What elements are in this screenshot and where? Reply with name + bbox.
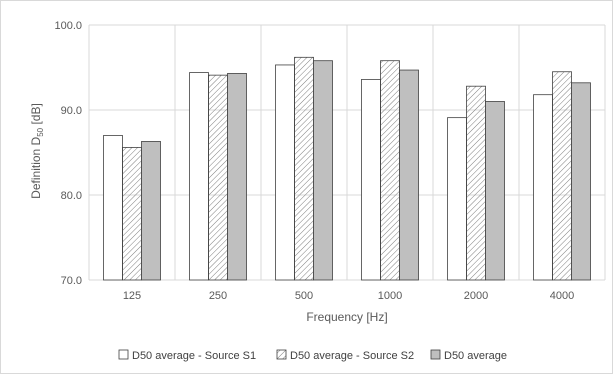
bar-2000-series-2 [466, 85, 486, 281]
legend-swatch-3 [430, 349, 441, 360]
legend-label-1: D50 average - Source S1 [132, 350, 256, 362]
x-tick-label: 500 [295, 290, 313, 302]
bar-500-series-2 [294, 56, 314, 281]
legend-label-2: D50 average - Source S2 [290, 350, 414, 362]
bar-1000-series-3 [399, 69, 419, 281]
bar-250-series-2 [208, 74, 228, 281]
y-tick-label: 90.0 [61, 105, 82, 117]
bar-1000-series-1 [361, 79, 381, 281]
bar-4000-series-2 [552, 71, 572, 281]
y-tick-label: 70.0 [61, 275, 82, 287]
bar-125-series-1 [103, 135, 123, 281]
legend-label-3: D50 average [444, 350, 507, 362]
bar-1000-series-2 [380, 60, 400, 281]
bar-125-series-2 [122, 146, 142, 281]
y-axis-title-subscript: 50 [36, 127, 45, 136]
y-tick-label: 100.0 [54, 20, 82, 32]
legend-swatch-2 [276, 349, 287, 360]
bar-250-series-1 [189, 72, 209, 281]
bars [103, 56, 591, 281]
x-tick-label: 2000 [464, 290, 488, 302]
bar-250-series-3 [227, 73, 247, 281]
bar-2000-series-3 [485, 101, 505, 281]
bar-4000-series-1 [533, 94, 553, 281]
bar-500-series-3 [313, 60, 333, 281]
legend-swatch-1 [118, 349, 129, 360]
bar-4000-series-3 [571, 82, 591, 281]
y-axis-title: Definition D50 [dB] [29, 103, 45, 199]
bar-500-series-1 [275, 64, 295, 281]
x-tick-label: 250 [209, 290, 227, 302]
tick-labels: 70.0 80.0 90.0 100.0 125 250 500 1000 2000 4000 [54, 20, 574, 302]
x-tick-label: 4000 [550, 290, 574, 302]
x-tick-label: 1000 [378, 290, 402, 302]
grid-lines [88, 24, 606, 281]
x-axis-title: Frequency [Hz] [306, 310, 387, 324]
x-tick-label: 125 [123, 290, 141, 302]
y-axis-title-unit: [dB] [29, 103, 43, 128]
legend: D50 average - Source S1 D50 average - Sou… [118, 349, 507, 362]
bar-125-series-3 [141, 141, 161, 281]
y-axis-title-main: Definition D [29, 136, 43, 198]
y-tick-label: 80.0 [61, 190, 82, 202]
bar-2000-series-1 [447, 117, 467, 281]
